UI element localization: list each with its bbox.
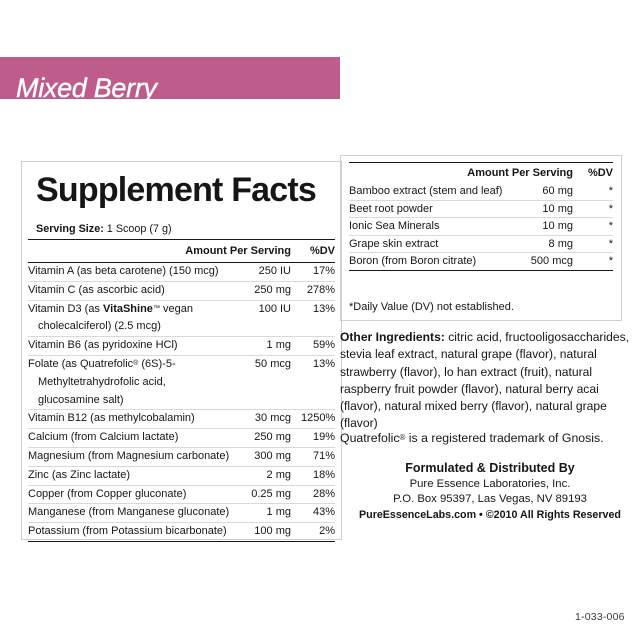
svg-text:Mixed Berry: Mixed Berry — [16, 73, 159, 103]
